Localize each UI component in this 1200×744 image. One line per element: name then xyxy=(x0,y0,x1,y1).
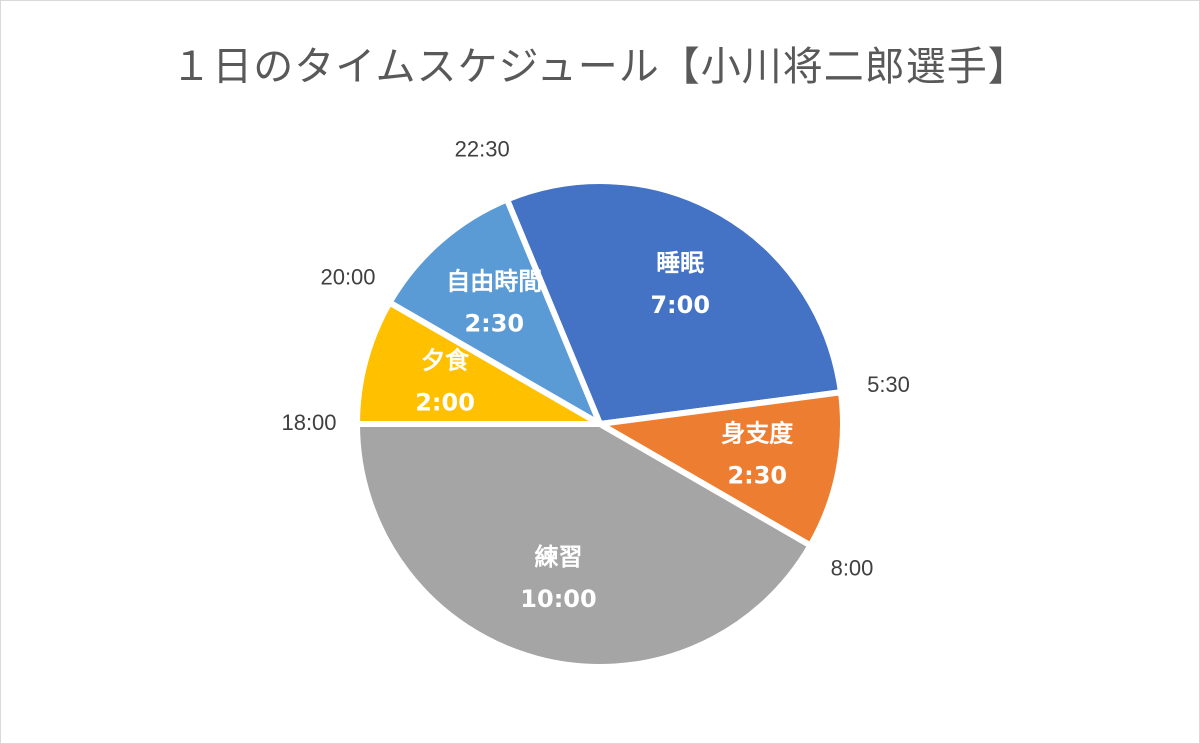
slice-name-label: 睡眠 xyxy=(656,249,704,277)
pie-slice-2 xyxy=(597,389,846,549)
time-label-boundary: 18:00 xyxy=(281,410,336,435)
pie-slice-5 xyxy=(386,196,603,427)
time-label-boundary: 20:00 xyxy=(320,264,375,289)
slice-duration-label: 2:00 xyxy=(415,389,475,417)
slice-name-label: 自由時間 xyxy=(446,267,542,295)
slice-duration-label: 2:30 xyxy=(727,461,787,489)
slice-name-label: 夕食 xyxy=(421,347,470,375)
time-label-boundary: 8:00 xyxy=(831,555,874,580)
time-label-boundary: 5:30 xyxy=(867,372,910,397)
time-label-start: 22:30 xyxy=(455,137,510,162)
pie-slice-1 xyxy=(504,178,844,427)
slice-name-label: 練習 xyxy=(535,543,583,571)
chart-title: １日のタイムスケジュール【小川将二郎選手】 xyxy=(171,44,1029,90)
pie-slice-4 xyxy=(354,299,603,427)
slice-duration-label: 2:30 xyxy=(464,309,524,337)
pie-slice-3 xyxy=(354,421,814,670)
slice-duration-label: 10:00 xyxy=(520,585,596,613)
slice-name-label: 身支度 xyxy=(721,419,794,447)
slice-duration-label: 7:00 xyxy=(650,291,710,319)
